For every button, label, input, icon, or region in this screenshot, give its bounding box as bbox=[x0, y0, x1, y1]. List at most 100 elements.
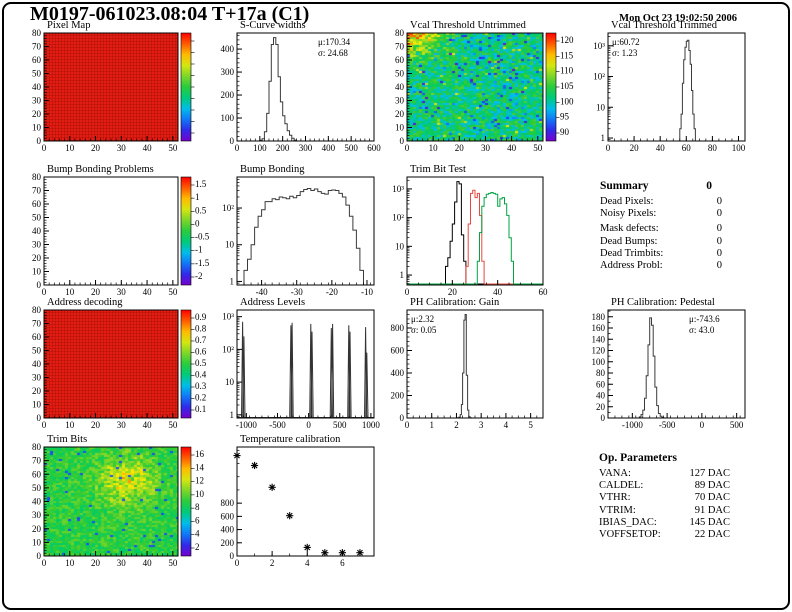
plot-title: Trim Bit Test bbox=[410, 164, 466, 175]
bump-problems-plot: Bump Bonding Problems 0 10 20 30 40 50 0 10 20 30… bbox=[32, 164, 210, 297]
svg-text:-1000: -1000 bbox=[622, 420, 643, 430]
svg-text:μ:60.72: μ:60.72 bbox=[612, 37, 640, 47]
svg-text:120: 120 bbox=[560, 35, 574, 45]
svg-text:10²: 10² bbox=[222, 344, 234, 354]
temperature-plot: Temperature calibration 0 2 4 6 0 200 400 600 80… bbox=[221, 434, 375, 568]
svg-text:300: 300 bbox=[221, 67, 235, 77]
svg-text:200: 200 bbox=[276, 143, 290, 153]
svg-text:10: 10 bbox=[225, 377, 235, 387]
svg-text:95: 95 bbox=[560, 112, 570, 122]
svg-text:σ: 24.68: σ: 24.68 bbox=[318, 48, 348, 58]
bump-problems-chart: 0 10 20 30 40 50010203040506070801.510.50-0.5… bbox=[32, 172, 210, 297]
op-parameters-panel: Op. Parameters VANA: 127 DAC CALDEL: 89 DA… bbox=[599, 452, 730, 541]
svg-text:30: 30 bbox=[117, 558, 127, 568]
svg-text:0: 0 bbox=[405, 143, 410, 153]
svg-text:60: 60 bbox=[32, 55, 42, 65]
svg-text:60: 60 bbox=[395, 55, 405, 65]
svg-text:80: 80 bbox=[395, 28, 405, 38]
op-parameter-row: VANA: 127 DAC bbox=[599, 468, 730, 479]
svg-text:10: 10 bbox=[32, 537, 42, 547]
plot-title: PH Calibration: Gain bbox=[410, 297, 500, 308]
svg-text:2: 2 bbox=[270, 558, 275, 568]
svg-text:40: 40 bbox=[143, 287, 153, 297]
svg-text:30: 30 bbox=[395, 96, 405, 106]
vcal-trimmed-plot: Vcal Threshold Trimmed 0 20 40 60 80 100 1 10 10… bbox=[593, 20, 745, 153]
summary-panel: Summary 0 Dead Pixels: 0 Noisy Pixels: 0 M… bbox=[600, 180, 722, 272]
svg-text:0: 0 bbox=[400, 136, 405, 146]
svg-text:500: 500 bbox=[730, 420, 744, 430]
bump-problems-heatmap bbox=[44, 177, 178, 285]
summary-heading-row: Summary 0 bbox=[600, 180, 722, 192]
svg-text:4: 4 bbox=[504, 420, 509, 430]
trim-bits-heatmap bbox=[44, 447, 178, 556]
svg-text:0.9: 0.9 bbox=[195, 312, 207, 322]
svg-text:50: 50 bbox=[533, 143, 543, 153]
svg-text:0: 0 bbox=[606, 143, 611, 153]
svg-text:1: 1 bbox=[195, 192, 200, 202]
svg-text:30: 30 bbox=[117, 143, 127, 153]
svg-text:0: 0 bbox=[235, 558, 240, 568]
svg-text:100: 100 bbox=[560, 96, 574, 106]
plot-title: PH Calibration: Pedestal bbox=[611, 297, 715, 308]
svg-text:10: 10 bbox=[65, 558, 75, 568]
svg-text:0: 0 bbox=[700, 420, 705, 430]
svg-text:30: 30 bbox=[32, 240, 42, 250]
svg-text:10: 10 bbox=[395, 241, 405, 251]
svg-text:-30: -30 bbox=[291, 287, 303, 297]
svg-text:40: 40 bbox=[32, 226, 42, 236]
svg-text:0.4: 0.4 bbox=[195, 370, 207, 380]
svg-text:70: 70 bbox=[32, 456, 42, 466]
svg-text:100: 100 bbox=[253, 143, 267, 153]
address-decoding-heatmap bbox=[44, 310, 178, 418]
svg-text:50: 50 bbox=[32, 483, 42, 493]
svg-text:1: 1 bbox=[601, 133, 606, 143]
svg-text:-500: -500 bbox=[269, 420, 286, 430]
svg-text:20: 20 bbox=[32, 386, 42, 396]
svg-text:0.1: 0.1 bbox=[195, 404, 206, 414]
plot-title: Vcal Threshold Untrimmed bbox=[410, 20, 526, 31]
svg-text:0: 0 bbox=[235, 143, 240, 153]
svg-text:160: 160 bbox=[592, 323, 606, 333]
bump-bonding-chart: -40 -30 -20 -10 1 10 10² bbox=[222, 176, 375, 297]
svg-text:30: 30 bbox=[117, 420, 127, 430]
svg-text:0.5: 0.5 bbox=[195, 358, 207, 368]
svg-text:50: 50 bbox=[32, 346, 42, 356]
svg-text:2: 2 bbox=[195, 542, 200, 552]
svg-text:10: 10 bbox=[65, 143, 75, 153]
svg-text:70: 70 bbox=[395, 42, 405, 52]
address-levels-chart: -1000 -500 0 500 1000 1 10 10² 10³ bbox=[222, 309, 380, 430]
svg-text:30: 30 bbox=[117, 287, 127, 297]
plot-title: Trim Bits bbox=[47, 434, 88, 445]
page-title: M0197-061023.08:04 T+17a (C1) bbox=[30, 3, 310, 25]
svg-text:3: 3 bbox=[479, 420, 484, 430]
svg-text:0: 0 bbox=[230, 136, 235, 146]
svg-text:50: 50 bbox=[168, 143, 178, 153]
ph-gain-plot: PH Calibration: Gain 0 1 2 3 4 5 0 200 400 600 800… bbox=[391, 297, 544, 430]
svg-text:20: 20 bbox=[32, 253, 42, 263]
svg-text:-0.5: -0.5 bbox=[195, 232, 210, 242]
svg-text:120: 120 bbox=[592, 346, 606, 356]
svg-text:20: 20 bbox=[32, 109, 42, 119]
svg-text:5: 5 bbox=[528, 420, 533, 430]
svg-text:30: 30 bbox=[32, 96, 42, 106]
svg-text:0: 0 bbox=[42, 558, 47, 568]
svg-text:-1.5: -1.5 bbox=[195, 258, 210, 268]
plot-title: Vcal Threshold Trimmed bbox=[611, 20, 717, 31]
bump-bonding-plot: Bump Bonding -40 -30 -20 -10 1 10 10² bbox=[222, 164, 375, 297]
svg-text:0.8: 0.8 bbox=[195, 324, 207, 334]
svg-text:60: 60 bbox=[32, 199, 42, 209]
scurve-widths-plot: S-Curve widths 0 100 200 300 400 500 600 0 100 20… bbox=[221, 20, 382, 153]
svg-text:0: 0 bbox=[405, 287, 410, 297]
summary-row: Noisy Pixels: 0 bbox=[600, 208, 722, 220]
svg-text:20: 20 bbox=[91, 143, 101, 153]
svg-text:400: 400 bbox=[221, 525, 235, 535]
svg-text:0: 0 bbox=[37, 280, 42, 290]
svg-text:0: 0 bbox=[601, 413, 606, 423]
svg-text:1: 1 bbox=[230, 276, 235, 286]
svg-text:80: 80 bbox=[32, 442, 42, 452]
svg-text:80: 80 bbox=[32, 172, 42, 182]
scurve-widths-chart: 0 100 200 300 400 500 600 0 100 200 300 400 μ:170.34… bbox=[221, 32, 381, 153]
plot-title: Temperature calibration bbox=[240, 434, 341, 445]
svg-text:800: 800 bbox=[221, 498, 235, 508]
summary-heading: Summary bbox=[600, 180, 649, 192]
